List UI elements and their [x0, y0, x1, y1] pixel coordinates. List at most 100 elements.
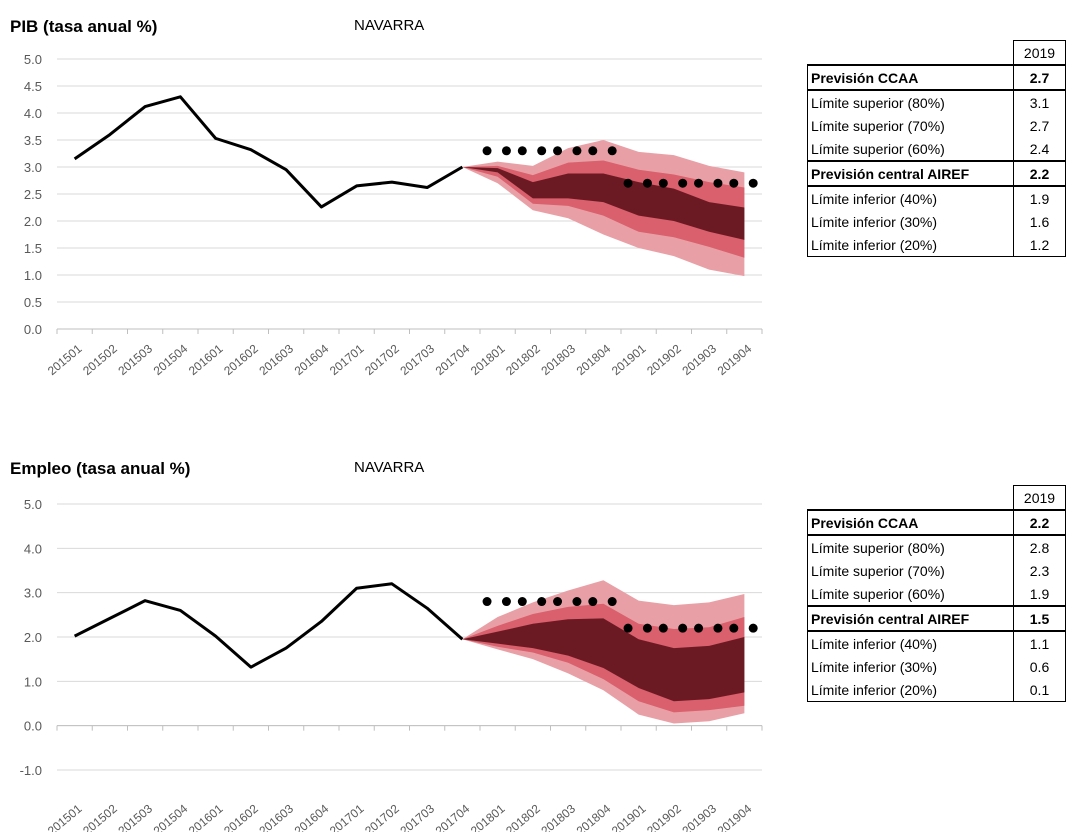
table-row-value: 2.3	[1013, 559, 1066, 582]
table-row: Límite superior (70%) 2.7	[807, 114, 1066, 137]
table-row-value: 2.7	[1013, 64, 1066, 91]
empleo-chart: 5.0 4.0 3.0 2.0 1.0 0.0 -1.0 201501201502201503…	[20, 497, 763, 832]
region-label: NAVARRA	[354, 17, 425, 34]
forecast-dot	[642, 623, 652, 633]
forecast-table: 2019 Previsión CCAA 2.2 Límite superior (80…	[807, 485, 1066, 702]
forecast-dot	[517, 146, 527, 156]
forecast-dot	[748, 623, 758, 633]
table-header-row: 2019	[808, 40, 1066, 66]
pib-panel: 5.0 4.5 4.0 3.5 3.0 2.5 2.0 1.5 1.0 0.5 0.0 201501 2…	[0, 0, 1091, 400]
table-row-label: Previsión CCAA	[807, 509, 1014, 536]
x-tick-label: 201902	[644, 801, 684, 832]
x-tick-label: 201702	[362, 341, 402, 378]
x-tick-label: 201603	[256, 801, 296, 832]
table-row-label: Límite inferior (20%)	[807, 678, 1014, 702]
forecast-dot	[537, 146, 547, 156]
chart-title: Empleo (tasa anual %)	[10, 459, 191, 478]
y-tick-label: 3.5	[24, 133, 42, 148]
forecast-dot	[713, 178, 723, 188]
forecast-dot	[623, 178, 633, 188]
table-row: Límite superior (60%) 1.9	[807, 582, 1066, 606]
table-header-blank	[808, 486, 1014, 511]
table-row-label: Previsión central AIREF	[807, 160, 1014, 187]
y-tick-label: 4.0	[24, 106, 42, 121]
y-tick-label: 0.0	[24, 322, 42, 337]
forecast-dot	[517, 597, 527, 607]
y-tick-label: 2.0	[24, 630, 42, 645]
x-tick-label: 201901	[609, 341, 649, 378]
table-row-label: Límite inferior (20%)	[807, 233, 1014, 257]
y-tick-label: 3.0	[24, 160, 42, 175]
x-tick-label: 201501	[45, 341, 85, 378]
forecast-dot	[588, 597, 598, 607]
forecast-dot	[572, 146, 582, 156]
x-tick-label: 201504	[151, 341, 191, 378]
x-tick-label: 201503	[115, 341, 155, 378]
table-row: Previsión central AIREF 1.5	[807, 605, 1066, 632]
forecast-dot	[553, 597, 563, 607]
x-tick-label: 201703	[397, 801, 437, 832]
x-tick-label: 201604	[292, 341, 332, 378]
table-header-blank	[808, 41, 1014, 66]
region-label: NAVARRA	[354, 459, 425, 476]
table-row-label: Límite superior (60%)	[807, 582, 1014, 606]
x-tick-label: 201803	[538, 341, 578, 378]
x-tick-label: 201504	[151, 801, 191, 832]
table-row-label: Límite superior (70%)	[807, 114, 1014, 137]
table-row-label: Límite superior (60%)	[807, 137, 1014, 161]
table-row-label: Previsión central AIREF	[807, 605, 1014, 632]
table-row: Previsión CCAA 2.7	[807, 64, 1066, 91]
table-row-value: 3.1	[1013, 90, 1066, 114]
forecast-table: 2019 Previsión CCAA 2.7 Límite superior (80…	[807, 40, 1066, 257]
x-tick-label: 201601	[186, 341, 226, 378]
x-tick-label: 201503	[115, 801, 155, 832]
y-tick-label: 1.5	[24, 241, 42, 256]
y-tick-label: 3.0	[24, 586, 42, 601]
table-row: Límite inferior (30%) 0.6	[807, 655, 1066, 678]
fan-band-60	[462, 167, 745, 240]
table-header-year: 2019	[1013, 485, 1066, 511]
table-row-value: 1.1	[1013, 631, 1066, 655]
chart-title: PIB (tasa anual %)	[10, 17, 158, 36]
table-row-label: Límite inferior (30%)	[807, 655, 1014, 678]
x-tick-label: 201804	[574, 801, 614, 832]
x-tick-label: 201602	[221, 341, 261, 378]
fan-band-60	[462, 618, 745, 702]
x-tick-label: 201701	[327, 801, 367, 832]
table-row-label: Límite inferior (40%)	[807, 631, 1014, 655]
x-tick-label: 201903	[679, 341, 719, 378]
table-row-value: 0.6	[1013, 655, 1066, 678]
table-header-year: 2019	[1013, 40, 1066, 66]
forecast-dot	[501, 146, 511, 156]
table-row-value: 2.2	[1013, 160, 1066, 187]
table-row-value: 1.6	[1013, 210, 1066, 233]
x-tick-label: 201502	[80, 801, 120, 832]
table-row: Límite superior (70%) 2.3	[807, 559, 1066, 582]
forecast-dot	[572, 597, 582, 607]
y-tick-label: 5.0	[24, 497, 42, 512]
table-row: Límite superior (80%) 3.1	[807, 90, 1066, 114]
x-tick-label: 201801	[468, 801, 508, 832]
x-tick-label: 201601	[186, 801, 226, 832]
x-tick-label: 201903	[679, 801, 719, 832]
table-row: Límite superior (80%) 2.8	[807, 535, 1066, 559]
x-tick-label: 201703	[397, 341, 437, 378]
table-row-value: 2.4	[1013, 137, 1066, 161]
forecast-dot	[482, 146, 492, 156]
forecast-dot	[607, 597, 617, 607]
x-tick-label: 201704	[433, 341, 473, 378]
x-tick-label: 201702	[362, 801, 402, 832]
empleo-panel: 5.0 4.0 3.0 2.0 1.0 0.0 -1.0 201501 201502 201503…	[0, 448, 1091, 832]
table-row-label: Límite inferior (40%)	[807, 186, 1014, 210]
x-tick-label: 201902	[644, 341, 684, 378]
table-row: Límite inferior (40%) 1.9	[807, 186, 1066, 210]
x-tick-label: 201602	[221, 801, 261, 832]
y-tick-label: 2.0	[24, 214, 42, 229]
forecast-dot	[607, 146, 617, 156]
table-row: Previsión central AIREF 2.2	[807, 160, 1066, 187]
forecast-dot	[537, 597, 547, 607]
table-row-value: 1.9	[1013, 186, 1066, 210]
forecast-dot	[658, 178, 668, 188]
table-row: Límite inferior (20%) 1.2	[807, 233, 1066, 257]
table-row-value: 2.8	[1013, 535, 1066, 559]
